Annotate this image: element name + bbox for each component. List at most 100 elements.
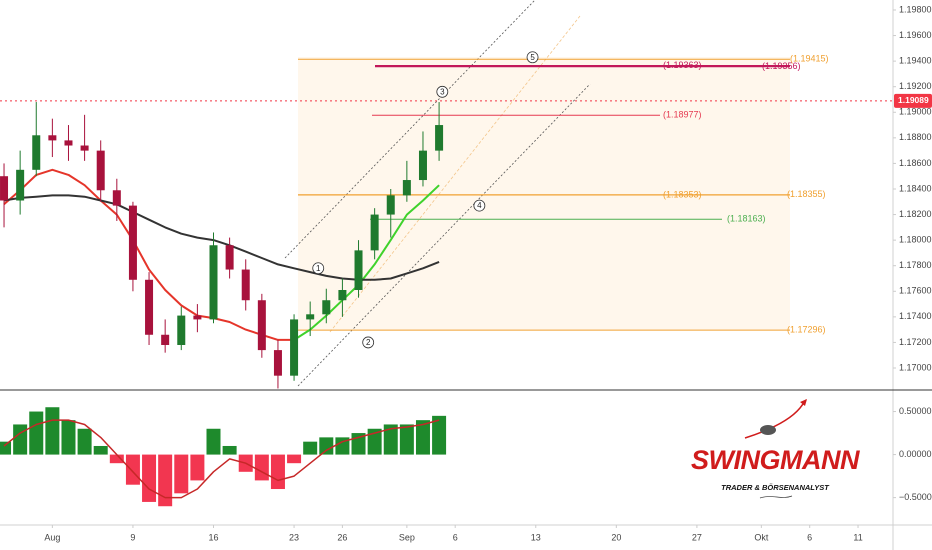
y-tick-label: 1.18600 (899, 158, 932, 168)
candle-body (16, 169, 25, 201)
x-tick-label: 11 (853, 532, 862, 542)
histogram-bar (399, 424, 414, 455)
histogram-bar (13, 424, 28, 455)
candle-body (96, 150, 105, 191)
y-tick-label: 1.17600 (899, 286, 932, 296)
y-tick-label: 1.18200 (899, 209, 932, 219)
candle-body (290, 319, 299, 376)
wave-label: 3 (440, 87, 445, 96)
histogram-bar (142, 454, 157, 502)
last-price-tag (894, 93, 932, 108)
candle-body (80, 145, 89, 151)
histogram-bar (77, 428, 92, 455)
histogram-bar (415, 420, 430, 455)
candle-body (112, 190, 121, 206)
x-tick-label: 23 (289, 532, 299, 542)
y-tick-label: 1.17200 (899, 337, 932, 347)
candle-body (273, 350, 282, 376)
histogram-bar (174, 454, 189, 494)
y-tick-label: 1.19000 (899, 107, 932, 117)
histogram-bar (222, 445, 237, 455)
level-label: (1.19415) (790, 54, 829, 64)
logo-signature (759, 495, 793, 499)
candle-body (338, 290, 347, 301)
candle-body (402, 180, 411, 196)
histogram-bar (45, 407, 60, 455)
histogram-bar (125, 454, 140, 485)
x-tick-label: 27 (692, 532, 702, 542)
level-label: (1.18163) (727, 214, 766, 224)
line-series (3, 194, 440, 281)
candle-body (257, 300, 266, 351)
candle-body (48, 135, 57, 141)
logo-subtitle: TRADER & BÖRSENANALYST (721, 483, 830, 492)
logo-figure (760, 425, 776, 435)
candle-body (161, 334, 170, 345)
candle-body (306, 314, 315, 320)
x-tick-label: 13 (531, 532, 541, 542)
wave-marker (473, 199, 486, 212)
y-tick-label: 1.19600 (899, 30, 932, 40)
candle-body (177, 315, 186, 345)
level-label: (1.18977) (663, 110, 702, 120)
wave-marker (526, 51, 539, 64)
wave-marker (436, 85, 449, 98)
level-label: (1.19363) (663, 60, 702, 70)
y-tick-label: 1.18000 (899, 235, 932, 245)
candle-body (209, 245, 218, 320)
candle-body (418, 150, 427, 181)
logo-arrow (800, 399, 807, 406)
wave-label: 1 (316, 264, 321, 273)
x-tick-label: 6 (807, 532, 812, 542)
histogram-bar (335, 437, 350, 455)
wave-label: 5 (530, 53, 535, 62)
wave-label: 4 (477, 201, 482, 210)
wave-marker (312, 262, 325, 275)
histogram-bar (287, 454, 302, 464)
wave-marker (362, 336, 375, 349)
x-tick-label: Aug (44, 532, 60, 542)
y-tick-label: 1.19200 (899, 81, 932, 91)
y-tick-label: −0.50000 (899, 492, 932, 502)
candle-body (241, 269, 250, 301)
x-tick-label: 9 (130, 532, 135, 542)
fib-zone (298, 57, 790, 330)
candle-body (435, 125, 444, 151)
candle-body (225, 245, 234, 270)
candle-body (354, 250, 363, 291)
logo-swoosh (744, 399, 807, 439)
y-tick-label: 1.17800 (899, 260, 932, 270)
histogram-bar (190, 454, 205, 481)
histogram-bar (319, 437, 334, 455)
histogram-bar (303, 441, 318, 455)
candle-body (193, 315, 202, 320)
candle-body (322, 300, 331, 315)
y-tick-label: 1.18800 (899, 132, 932, 142)
logo: SWINGMANN TRADER & BÖRSENANALYST (691, 399, 860, 499)
level-label: (1.19356) (762, 61, 801, 71)
x-tick-label: 26 (337, 532, 347, 542)
line-series (293, 184, 440, 341)
candle-body (386, 195, 395, 215)
histogram-bar (432, 415, 447, 455)
y-tick-label: 1.19400 (899, 55, 932, 65)
histogram-bar (61, 420, 76, 455)
candle-body (128, 205, 137, 280)
line-series (3, 419, 440, 499)
last-price-label: 1.19089 (898, 95, 929, 105)
wave-label: 2 (366, 338, 371, 347)
histogram-bar (158, 454, 173, 507)
histogram-bar (0, 441, 12, 455)
y-tick-label: 1.19800 (899, 4, 932, 14)
candle-body (32, 135, 41, 170)
histogram-bar (367, 428, 382, 455)
x-tick-label: Okt (754, 532, 769, 542)
x-tick-label: Sep (399, 532, 415, 542)
histogram-bar (206, 428, 221, 455)
histogram-bar (254, 454, 269, 481)
level-label: (1.18355) (787, 189, 826, 199)
x-tick-label: 20 (611, 532, 621, 542)
histogram-bar (109, 454, 124, 464)
histogram-bar (270, 454, 285, 490)
